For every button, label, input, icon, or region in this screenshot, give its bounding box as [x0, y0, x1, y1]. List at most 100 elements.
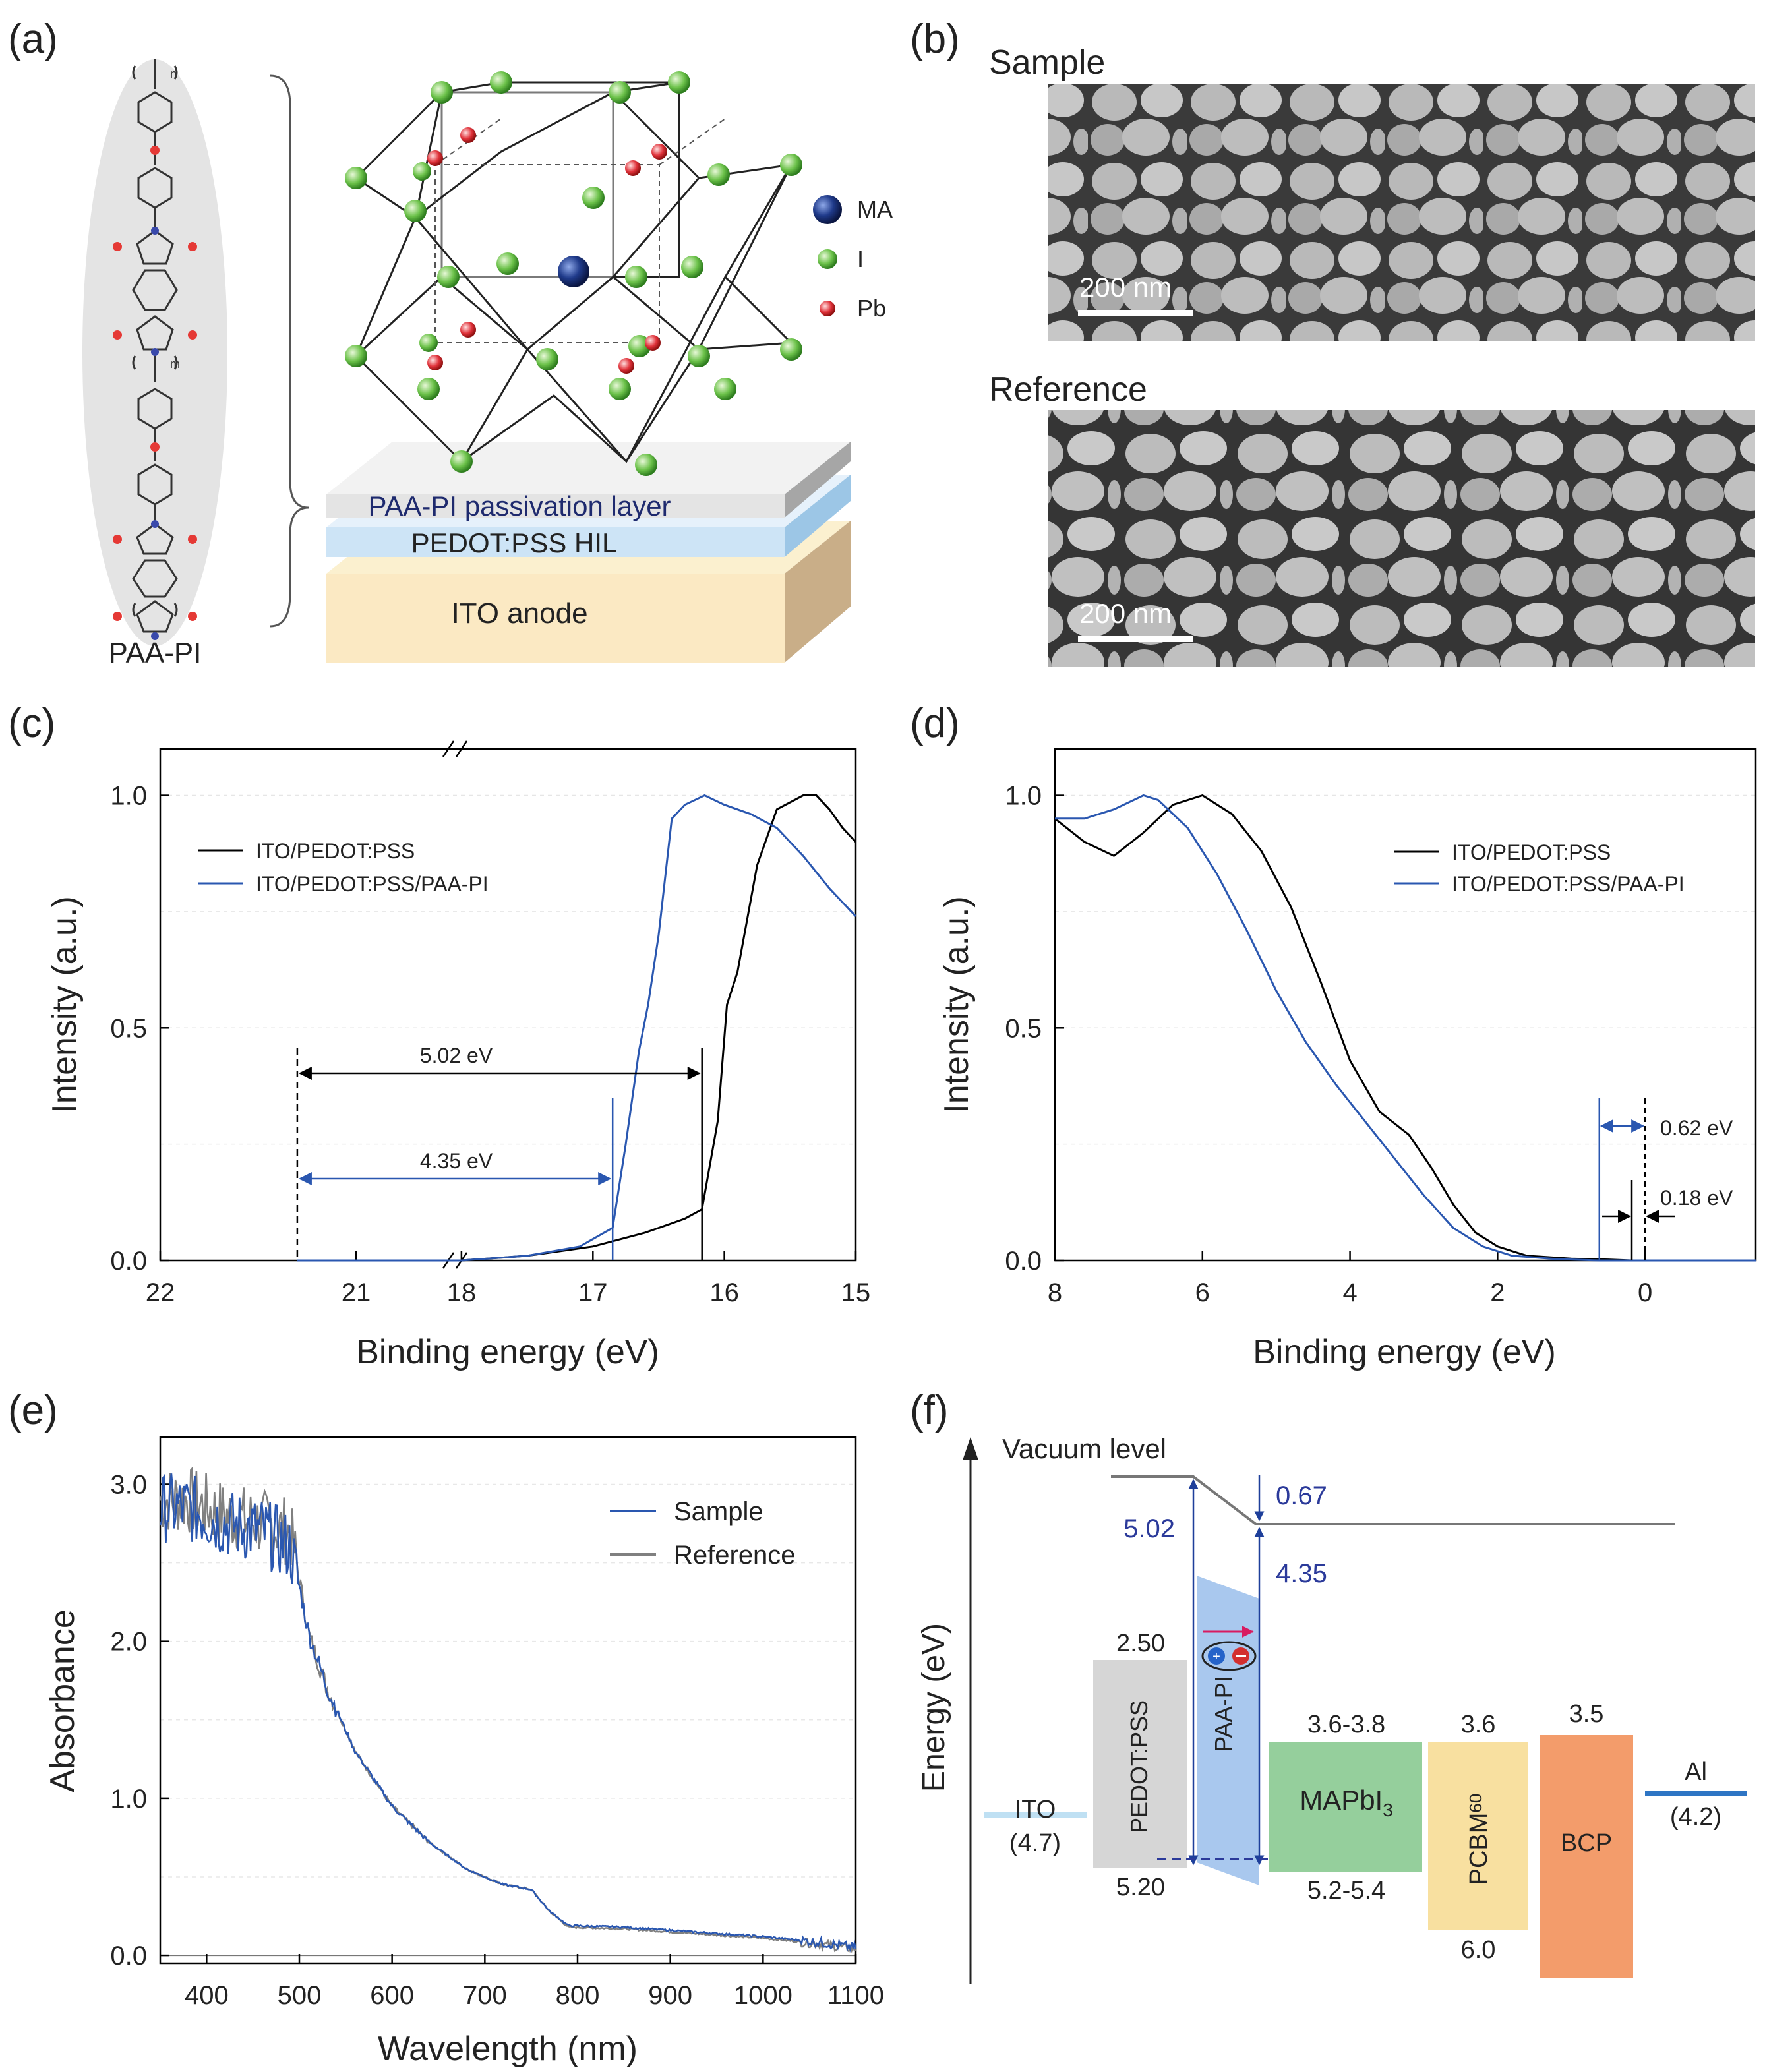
chart-c-legend-0: ITO/PEDOT:PSS	[256, 839, 415, 863]
chart-d-series	[1054, 794, 1756, 1262]
chart-e-xticks: 400 500 600 700 800 900 1000 1100	[185, 1954, 884, 2010]
bcp-top: 3.5	[1569, 1700, 1604, 1728]
sem-reference-scale-label: 200 nm	[1079, 598, 1172, 629]
mapbi-band	[1269, 1742, 1422, 1872]
x-tick-label: 500	[278, 1981, 322, 2010]
ito-value: (4.7)	[1009, 1829, 1061, 1857]
pedot-label: PEDOT:PSS	[1125, 1700, 1152, 1833]
repeat-n: n	[170, 67, 177, 80]
y-tick-label: 1.0	[110, 782, 147, 811]
panel-b: Sample 200 nm Reference 200 nm	[989, 44, 1755, 667]
x-tick-label: 8	[1048, 1278, 1062, 1307]
pcbm-band	[1428, 1742, 1528, 1930]
mapbi-top: 3.6-3.8	[1307, 1711, 1385, 1738]
chart-c-annot-435: 4.35 eV	[420, 1149, 493, 1173]
chart-e-legend-1: Reference	[674, 1541, 796, 1570]
x-tick-label: 21	[342, 1278, 371, 1307]
pedot-band	[1093, 1660, 1187, 1868]
y-tick-label: 0.5	[110, 1014, 147, 1043]
oxygen-atoms	[113, 146, 197, 621]
mapbi-label: MAPbI3	[1300, 1785, 1393, 1820]
x-tick-label: 4	[1342, 1278, 1357, 1307]
x-tick-label: 6	[1195, 1278, 1210, 1307]
al-label: Al	[1685, 1758, 1707, 1786]
pedot-top: 2.50	[1116, 1630, 1165, 1657]
x-tick-label: 400	[185, 1981, 229, 2010]
al-level	[1645, 1791, 1747, 1796]
chart-c-series	[297, 794, 856, 1262]
sem-reference-scale-bar	[1078, 636, 1193, 642]
ma-ion-center	[558, 256, 589, 287]
pcbm-label: PCBM60	[1465, 1794, 1493, 1885]
panel-label-c: (c)	[8, 701, 55, 746]
ito-label: ITO	[1015, 1796, 1056, 1823]
legend-pb-label: Pb	[857, 295, 886, 322]
mapbi-bot: 5.2-5.4	[1307, 1877, 1385, 1905]
y-tick-label: 3.0	[110, 1470, 147, 1499]
pcbm-bot: 6.0	[1461, 1936, 1496, 1964]
iodide-atoms	[345, 71, 802, 476]
layer-pedot-label: PEDOT:PSS HIL	[411, 527, 618, 558]
chart-d-xlabel: Binding energy (eV)	[1253, 1333, 1556, 1371]
chart-c-yticks: 0.0 0.5 1.0	[110, 782, 169, 1276]
chart-c-xlabel: Binding energy (eV)	[356, 1333, 659, 1371]
sem-image-sample	[1048, 84, 1755, 341]
x-tick-label: 800	[556, 1981, 600, 2010]
y-tick-label: 0.0	[110, 1941, 147, 1970]
chart-e-yticks: 0.0 1.0 2.0 3.0	[110, 1470, 169, 1970]
chart-d-yticks: 0.0 0.5 1.0	[1005, 782, 1064, 1276]
sem-sample-scale-bar	[1078, 310, 1193, 316]
panel-d: 8 6 4 2 0 0.0 0.5 1.0 Binding energy (eV) Inte…	[938, 748, 1757, 1371]
legend-i-icon	[818, 249, 837, 269]
x-tick-label: 1100	[827, 1981, 884, 2010]
y-tick-label: 2.0	[110, 1628, 147, 1657]
bcp-label: BCP	[1561, 1829, 1612, 1857]
pcbm-top: 3.6	[1461, 1711, 1496, 1738]
x-tick-label: 1000	[734, 1981, 793, 2010]
chart-d-annotations	[1598, 1098, 1675, 1260]
x-tick-label: 900	[648, 1981, 692, 2010]
y-tick-label: 0.5	[1005, 1014, 1042, 1043]
panel-label-b: (b)	[910, 16, 960, 62]
panel-e: 400 500 600 700 800 900 1000 1100 0.01.02.03.0 …	[44, 1436, 884, 2068]
vacuum-level-line	[1111, 1475, 1675, 1525]
x-tick-label: 22	[146, 1278, 175, 1307]
al-value: (4.2)	[1670, 1803, 1721, 1831]
chart-e-series	[159, 1466, 857, 1953]
dipole-plus-icon	[1208, 1647, 1225, 1665]
chart-e-grid	[160, 1483, 856, 1957]
sem-reference-title: Reference	[989, 370, 1147, 409]
chart-d-legend-0: ITO/PEDOT:PSS	[1452, 841, 1611, 864]
chart-c-frame	[159, 748, 857, 1262]
lead-atoms	[427, 127, 667, 374]
chart-e-legend-0: Sample	[674, 1497, 763, 1526]
legend-i-label: I	[857, 245, 864, 272]
x-tick-label: 600	[370, 1981, 414, 2010]
layer-ito	[326, 574, 785, 663]
series-line-0	[1054, 794, 1756, 1262]
chart-d-ylabel: Intensity (a.u.)	[938, 896, 976, 1113]
panel-c: 22 21 18 17 16 15 0.0 0.5 1.0 Binding energy (e…	[45, 740, 870, 1371]
series-line-1	[297, 794, 856, 1262]
axis-break-mark	[442, 740, 455, 757]
chart-c-legend-1: ITO/PEDOT:PSS/PAA-PI	[256, 872, 489, 896]
energy-axis-label: Energy (eV)	[916, 1623, 951, 1792]
chart-d-grid	[1055, 794, 1756, 1145]
x-tick-label: 16	[709, 1278, 739, 1307]
chart-e-xlabel: Wavelength (nm)	[378, 2030, 638, 2068]
layer-paapi-label: PAA-PI passivation layer	[368, 490, 671, 521]
chart-c-xticks: 22 21 18 17 16 15	[146, 740, 870, 1307]
chart-d-annot-062: 0.62 eV	[1660, 1116, 1733, 1140]
panel-a: n m PAA-PI ITO anode PEDOT:PSS HIL PAA-P…	[82, 59, 893, 669]
chart-c-grid	[160, 794, 856, 1145]
panel-label-a: (a)	[8, 16, 58, 62]
x-tick-label: 2	[1490, 1278, 1505, 1307]
x-tick-label: 17	[578, 1278, 608, 1307]
sem-sample-scale-label: 200 nm	[1079, 272, 1172, 303]
legend-ma-icon	[813, 195, 842, 224]
layer-ito-label: ITO anode	[451, 597, 587, 630]
nitrogen-atoms	[151, 227, 159, 640]
chart-e-frame	[159, 1436, 857, 1965]
ito-level	[984, 1812, 1087, 1818]
y-tick-label: 0.0	[1005, 1247, 1042, 1276]
